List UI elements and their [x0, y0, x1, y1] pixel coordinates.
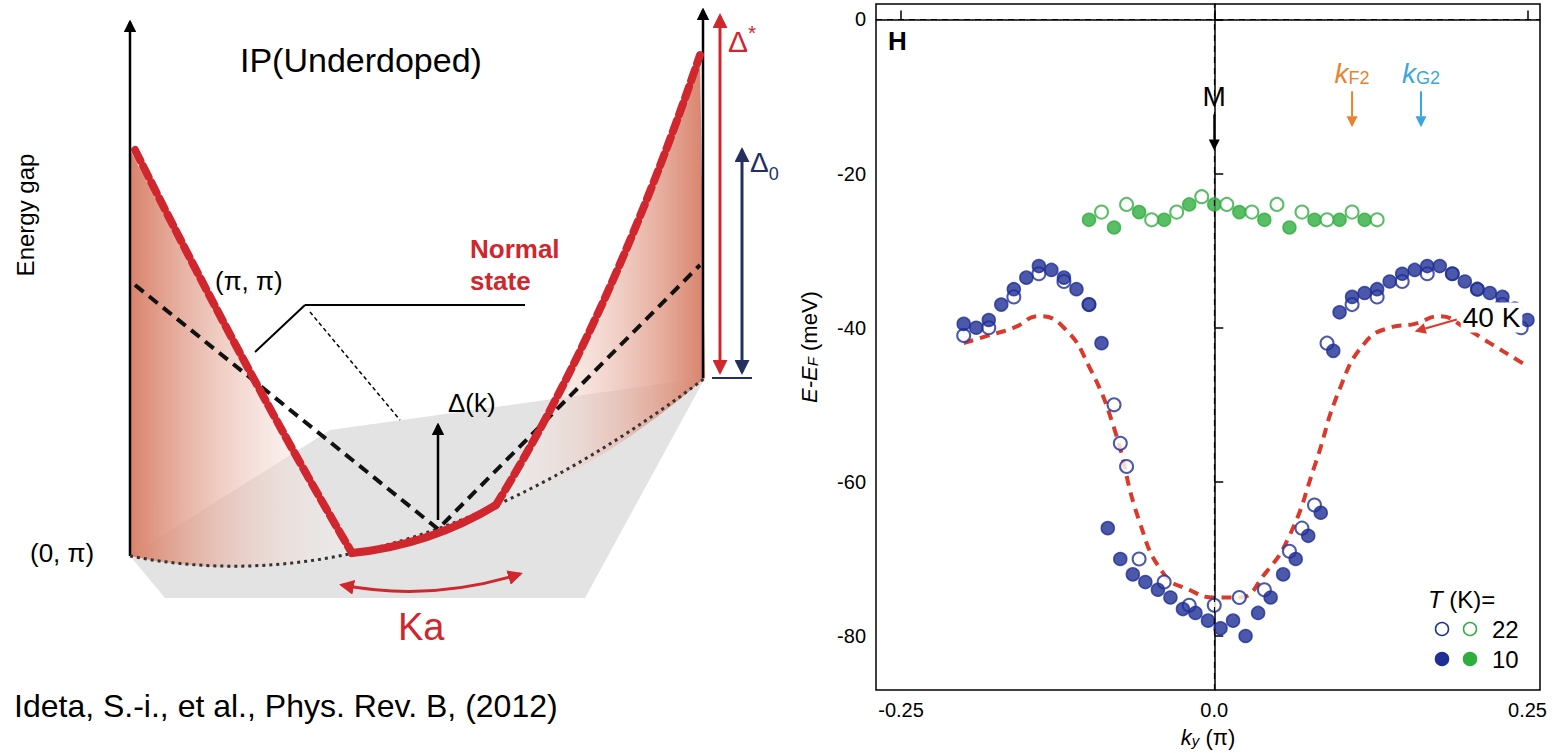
- svg-text:IP(Underdoped): IP(Underdoped): [240, 41, 482, 79]
- svg-text:Energy gap: Energy gap: [12, 154, 39, 277]
- svg-text:F: F: [804, 357, 821, 367]
- svg-text:40 K: 40 K: [1463, 302, 1521, 333]
- svg-text:(0, π): (0, π): [30, 538, 94, 568]
- svg-text:(π, π): (π, π): [215, 266, 283, 296]
- svg-text:H: H: [888, 26, 907, 56]
- svg-text:(K)=: (K)=: [1443, 586, 1496, 613]
- svg-text:0.0: 0.0: [1200, 699, 1228, 721]
- svg-text:k: k: [1402, 57, 1416, 89]
- svg-text:Δ(k): Δ(k): [448, 388, 496, 418]
- svg-text:22: 22: [1492, 616, 1519, 643]
- svg-text:Δ0: Δ0: [750, 147, 779, 184]
- svg-text:Normal: Normal: [470, 234, 560, 264]
- svg-text:F2: F2: [1349, 68, 1370, 88]
- html-text:ky: ky: [1180, 724, 1200, 750]
- svg-text:-80: -80: [837, 625, 866, 647]
- svg-text:10: 10: [1492, 646, 1519, 673]
- svg-text:Ka: Ka: [398, 606, 445, 648]
- svg-text:k: k: [1334, 57, 1349, 89]
- svg-text:-40: -40: [837, 317, 866, 339]
- svg-text:(π): (π): [1199, 725, 1235, 750]
- svg-text:T: T: [1428, 585, 1443, 613]
- svg-text:Δ*: Δ*: [728, 21, 756, 58]
- svg-text:-0.25: -0.25: [878, 699, 924, 721]
- svg-text:(meV): (meV): [797, 291, 822, 357]
- svg-text:0: 0: [855, 8, 866, 30]
- svg-text:M: M: [1203, 81, 1226, 112]
- svg-text:-20: -20: [837, 163, 866, 185]
- svg-text:-60: -60: [837, 471, 866, 493]
- svg-text:state: state: [470, 266, 531, 296]
- svg-text:G2: G2: [1416, 68, 1440, 88]
- svg-text:0.25: 0.25: [1508, 699, 1547, 721]
- svg-text:E-E: E-E: [797, 366, 822, 403]
- html-text:Ideta, S.-i., et al., Phys. Re: Ideta, S.-i., et al., Phys. Rev. B, (201…: [14, 688, 558, 724]
